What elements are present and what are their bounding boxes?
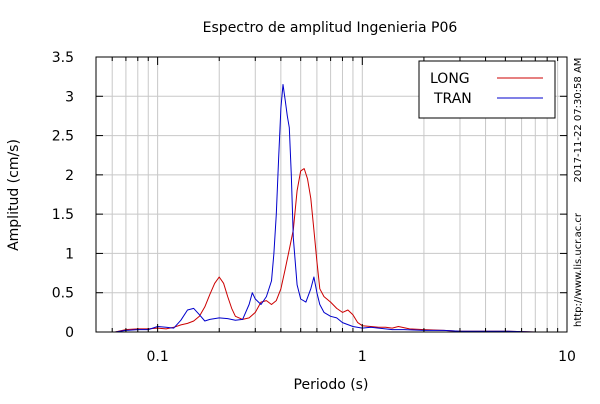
y-tick-label: 0.5 — [52, 286, 74, 302]
legend-label-tran: TRAN — [433, 91, 472, 107]
y-tick-labels: 0 0.5 1 1.5 2 2.5 3 3.5 — [52, 50, 74, 341]
grid — [96, 57, 567, 332]
y-tick-label: 2 — [65, 168, 74, 184]
y-tick-label: 2.5 — [52, 129, 74, 145]
chart-title: Espectro de amplitud Ingenieria P06 — [203, 20, 458, 36]
plot-frame — [95, 56, 568, 333]
website-note: http://www.lis.ucr.ac.cr — [573, 212, 584, 327]
y-tick-label: 3.5 — [52, 50, 74, 66]
y-tick-label: 1 — [65, 246, 74, 262]
x-axis-title: Periodo (s) — [294, 377, 369, 393]
timestamp-note: 2017-11-22 07:30:58 AM — [573, 58, 584, 183]
x-tick-label: 10 — [558, 349, 576, 365]
series-line-tran — [115, 84, 567, 333]
series-line-long — [114, 168, 567, 333]
series-layer — [114, 84, 567, 333]
tick-marks — [96, 56, 567, 333]
y-tick-label: 1.5 — [52, 207, 74, 223]
legend-label-long: LONG — [430, 71, 470, 87]
y-tick-label: 0 — [65, 325, 74, 341]
x-tick-labels: 0.1 1 10 — [146, 349, 575, 365]
x-tick-label: 0.1 — [146, 349, 168, 365]
legend-box — [418, 60, 556, 119]
y-tick-label: 3 — [65, 89, 74, 105]
x-tick-label: 1 — [358, 349, 367, 365]
y-axis-title: Amplitud (cm/s) — [6, 139, 22, 251]
legend: LONG TRAN — [418, 60, 556, 119]
